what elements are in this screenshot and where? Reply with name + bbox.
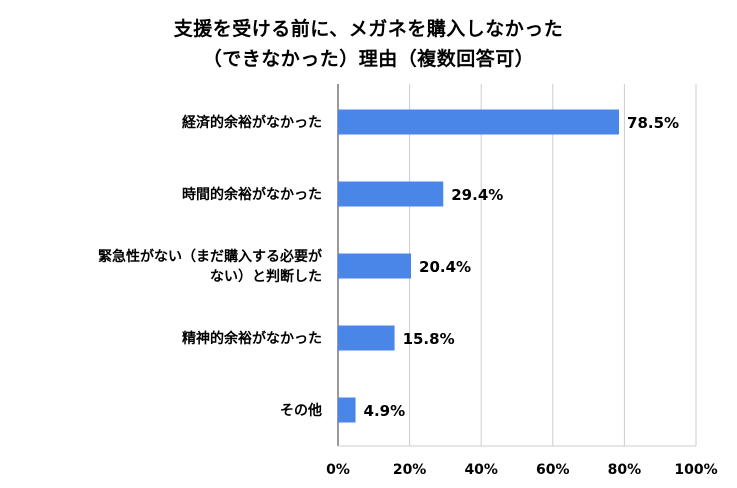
category-label-3: 精神的余裕がなかった [182,330,322,347]
bar-1 [338,181,444,207]
x-tick-label-20: 20% [393,462,427,478]
category-label-1: 時間的余裕がなかった [182,186,322,203]
value-label-4: 4.9% [364,402,406,420]
chart-title-line-1: 支援を受ける前に、メガネを購入しなかった [173,18,564,40]
category-label-2-line-0: 緊急性がない（まだ購入する必要が [98,248,323,265]
value-label-1: 29.4% [451,186,503,204]
value-label-2: 20.4% [419,258,471,276]
category-label-0: 経済的余裕がなかった [182,114,322,131]
bar-0 [338,109,620,135]
x-tick-label-60: 60% [536,462,570,478]
x-tick-label-100: 100% [674,462,717,478]
bar-3 [338,325,395,351]
bar-2 [338,253,412,279]
category-label-4: その他 [280,402,322,419]
value-label-3: 15.8% [403,330,455,348]
value-label-0: 78.5% [627,114,679,132]
x-tick-label-80: 80% [608,462,642,478]
x-tick-label-0: 0% [326,462,350,478]
chart-title-line-2: （できなかった）理由（複数回答可） [202,48,535,70]
bar-4 [338,397,356,423]
category-label-2-line-1: ない）と判断した [210,268,322,285]
x-tick-label-40: 40% [464,462,498,478]
